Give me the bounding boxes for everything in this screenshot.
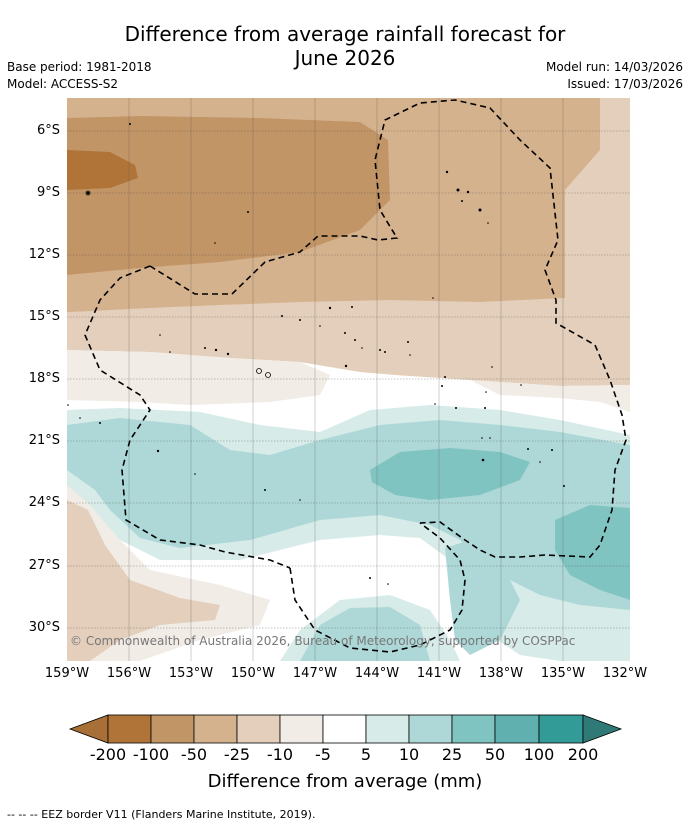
page-title: Difference from average rainfall forecas… — [0, 22, 690, 70]
colorbar-label: 50 — [484, 745, 506, 764]
dry-zone-m100-m50 — [67, 116, 390, 275]
lon-label-144w: 144°W — [354, 666, 400, 681]
colorbar-seg-2 — [150, 714, 195, 744]
lon-label-159w: 159°W — [44, 666, 90, 681]
lon-label-138w: 138°W — [478, 666, 524, 681]
dry-zone-m10-m5 — [67, 350, 330, 405]
colorbar-seg-5 — [279, 714, 324, 744]
base-period: Base period: 1981-2018 — [7, 60, 152, 74]
colorbar-title: Difference from average (mm) — [207, 771, 483, 792]
wet-zone-p25-p50-se — [555, 505, 630, 600]
issued-date: Issued: 17/03/2026 — [567, 77, 683, 91]
model-name: Model: ACCESS-S2 — [7, 77, 119, 91]
lon-label-141w: 141°W — [416, 666, 462, 681]
colorbar-label: 5 — [360, 745, 372, 764]
map-area — [67, 98, 630, 661]
eez-border-cook-islands — [84, 265, 291, 569]
lon-label-135w: 135°W — [540, 666, 586, 681]
meta-left: Base period: 1981-2018 Model: ACCESS-S2 — [7, 59, 152, 93]
dry-zone-m200-m100 — [67, 150, 138, 190]
colorbar-label: -200 — [89, 745, 127, 764]
colorbar-seg-8 — [408, 714, 453, 744]
colorbar-extend-left — [68, 714, 109, 744]
island-outlines — [85, 190, 271, 378]
lat-label-6s: 6°S — [36, 123, 60, 138]
wet-zone-p10-p25-bottom — [300, 607, 430, 661]
colorbar — [68, 714, 623, 744]
lon-label-156w: 156°W — [106, 666, 152, 681]
lon-label-150w: 150°W — [230, 666, 276, 681]
colorbar-seg-3 — [193, 714, 238, 744]
colorbar-label: 200 — [567, 745, 599, 764]
lat-label-30s: 30°S — [28, 620, 60, 635]
meridians — [128, 98, 564, 661]
colorbar-seg-9 — [451, 714, 496, 744]
colorbar-label: 100 — [523, 745, 555, 764]
colorbar-seg-11 — [538, 714, 584, 744]
lon-label-132w: 132°W — [602, 666, 648, 681]
page-title-line-1: Difference from average rainfall forecas… — [124, 22, 566, 46]
gridlines — [67, 130, 630, 629]
lat-label-24s: 24°S — [28, 495, 60, 510]
colorbar-seg-1 — [107, 714, 152, 744]
eez-footnote: -- -- -- EEZ border V11 (Flanders Marine… — [7, 808, 316, 821]
wet-zone-p25-p50 — [370, 448, 530, 500]
lat-label-18s: 18°S — [28, 371, 60, 386]
lat-label-21s: 21°S — [28, 433, 60, 448]
lon-label-153w: 153°W — [168, 666, 214, 681]
dry-zone-sw-inner — [67, 500, 220, 661]
dry-zone-right-light — [565, 98, 630, 300]
islands — [67, 123, 565, 585]
copyright-notice: © Commonwealth of Australia 2026, Bureau… — [70, 634, 576, 648]
lat-label-12s: 12°S — [28, 247, 60, 262]
colorbar-seg-4 — [236, 714, 281, 744]
colorbar-label: -50 — [180, 745, 208, 764]
lat-label-9s: 9°S — [36, 185, 60, 200]
colorbar-label: -10 — [266, 745, 294, 764]
colorbar-seg-6 — [322, 714, 367, 744]
colorbar-extend-right — [582, 714, 623, 744]
meta-right: Model run: 14/03/2026 Issued: 17/03/2026 — [546, 59, 683, 93]
colorbar-seg-7 — [365, 714, 410, 744]
eez-border-french-polynesia — [149, 99, 627, 558]
colorbar-label: -5 — [315, 745, 331, 764]
dry-zone-m10-m5-right — [470, 380, 630, 412]
lon-label-147w: 147°W — [292, 666, 338, 681]
colorbar-label: 10 — [398, 745, 420, 764]
page-title-line-2: June 2026 — [294, 46, 396, 70]
lat-label-15s: 15°S — [28, 309, 60, 324]
eez-border-pitcairn — [289, 522, 466, 653]
lat-label-27s: 27°S — [28, 558, 60, 573]
colorbar-label: -100 — [132, 745, 170, 764]
colorbar-seg-10 — [494, 714, 540, 744]
colorbar-label: 25 — [441, 745, 463, 764]
colorbar-label: -25 — [223, 745, 251, 764]
model-run: Model run: 14/03/2026 — [545, 60, 683, 74]
